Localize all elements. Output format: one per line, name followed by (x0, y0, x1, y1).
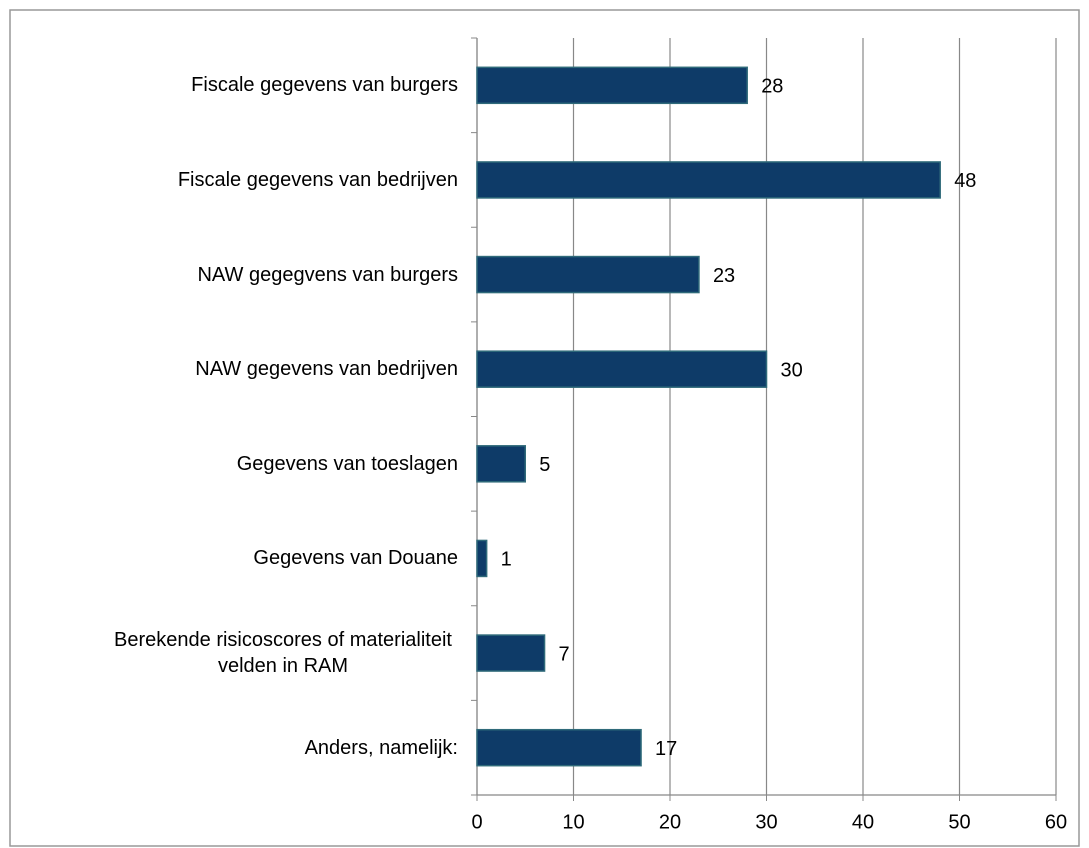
category-label-box: Fiscale gegevens van burgers (60, 45, 458, 125)
category-label-box: Anders, namelijk: (60, 708, 458, 788)
data-label: 7 (559, 643, 570, 665)
bar (476, 728, 642, 767)
x-tick-label: 0 (471, 811, 482, 833)
data-label: 5 (539, 454, 550, 476)
bar (476, 445, 526, 483)
category-label-box: NAW gegegvens van burgers (60, 235, 458, 315)
category-label-box: Gegevens van toeslagen (60, 424, 458, 504)
category-label: Gegevens van Douane (253, 547, 458, 570)
category-label: NAW gegegvens van burgers (197, 263, 458, 286)
category-label-box: NAW gegegvens van burgers (60, 235, 458, 315)
category-label: Berekende risicoscores of materialiteit … (114, 629, 452, 678)
x-tick-label: 50 (948, 811, 970, 833)
bar (476, 634, 546, 672)
category-label-box: Berekende risicoscores of materialiteit … (60, 613, 458, 693)
bar (476, 539, 488, 578)
bar (476, 350, 768, 388)
data-label: 17 (655, 738, 677, 760)
category-label-box: Gegevens van Douane (60, 518, 458, 598)
category-label: Gegevens van toeslagen (236, 452, 458, 475)
category-label-box: Berekende risicoscores of materialiteit … (60, 613, 458, 693)
category-label: Fiscale gegevens van burgers (191, 74, 458, 97)
category-label: NAW gegevens van bedrijven (195, 358, 458, 381)
data-label: 23 (713, 265, 735, 287)
category-label-box: Fiscale gegevens van bedrijven (60, 140, 458, 220)
category-label: Anders, namelijk: (304, 736, 458, 759)
x-tick-label: 40 (852, 811, 874, 833)
data-label: 48 (954, 170, 976, 192)
frame (9, 9, 1080, 847)
category-label-box: Fiscale gegevens van burgers (60, 45, 458, 125)
x-tick-label: 10 (562, 811, 584, 833)
category-label: Fiscale gegevens van bedrijven (177, 168, 458, 191)
category-label-box: Gegevens van toeslagen (60, 424, 458, 504)
x-tick-label: 60 (1045, 811, 1067, 833)
bar (476, 161, 941, 199)
x-tick-label: 30 (755, 811, 777, 833)
category-label-box: Anders, namelijk: (60, 708, 458, 788)
category-label-box: NAW gegevens van bedrijven (60, 329, 458, 409)
bar (476, 66, 748, 105)
bar (476, 255, 700, 294)
category-label-box: Fiscale gegevens van bedrijven (60, 140, 458, 220)
category-label-box: NAW gegevens van bedrijven (60, 329, 458, 409)
x-tick-label: 20 (659, 811, 681, 833)
data-label: 28 (761, 76, 783, 98)
data-label: 1 (501, 549, 512, 571)
category-label-box: Gegevens van Douane (60, 518, 458, 598)
data-label: 30 (781, 359, 803, 381)
